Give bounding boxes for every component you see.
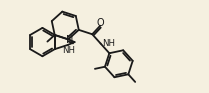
Text: O: O [96, 18, 104, 28]
Text: N: N [66, 35, 74, 45]
Text: NH: NH [62, 46, 75, 55]
Text: NH: NH [102, 39, 115, 48]
